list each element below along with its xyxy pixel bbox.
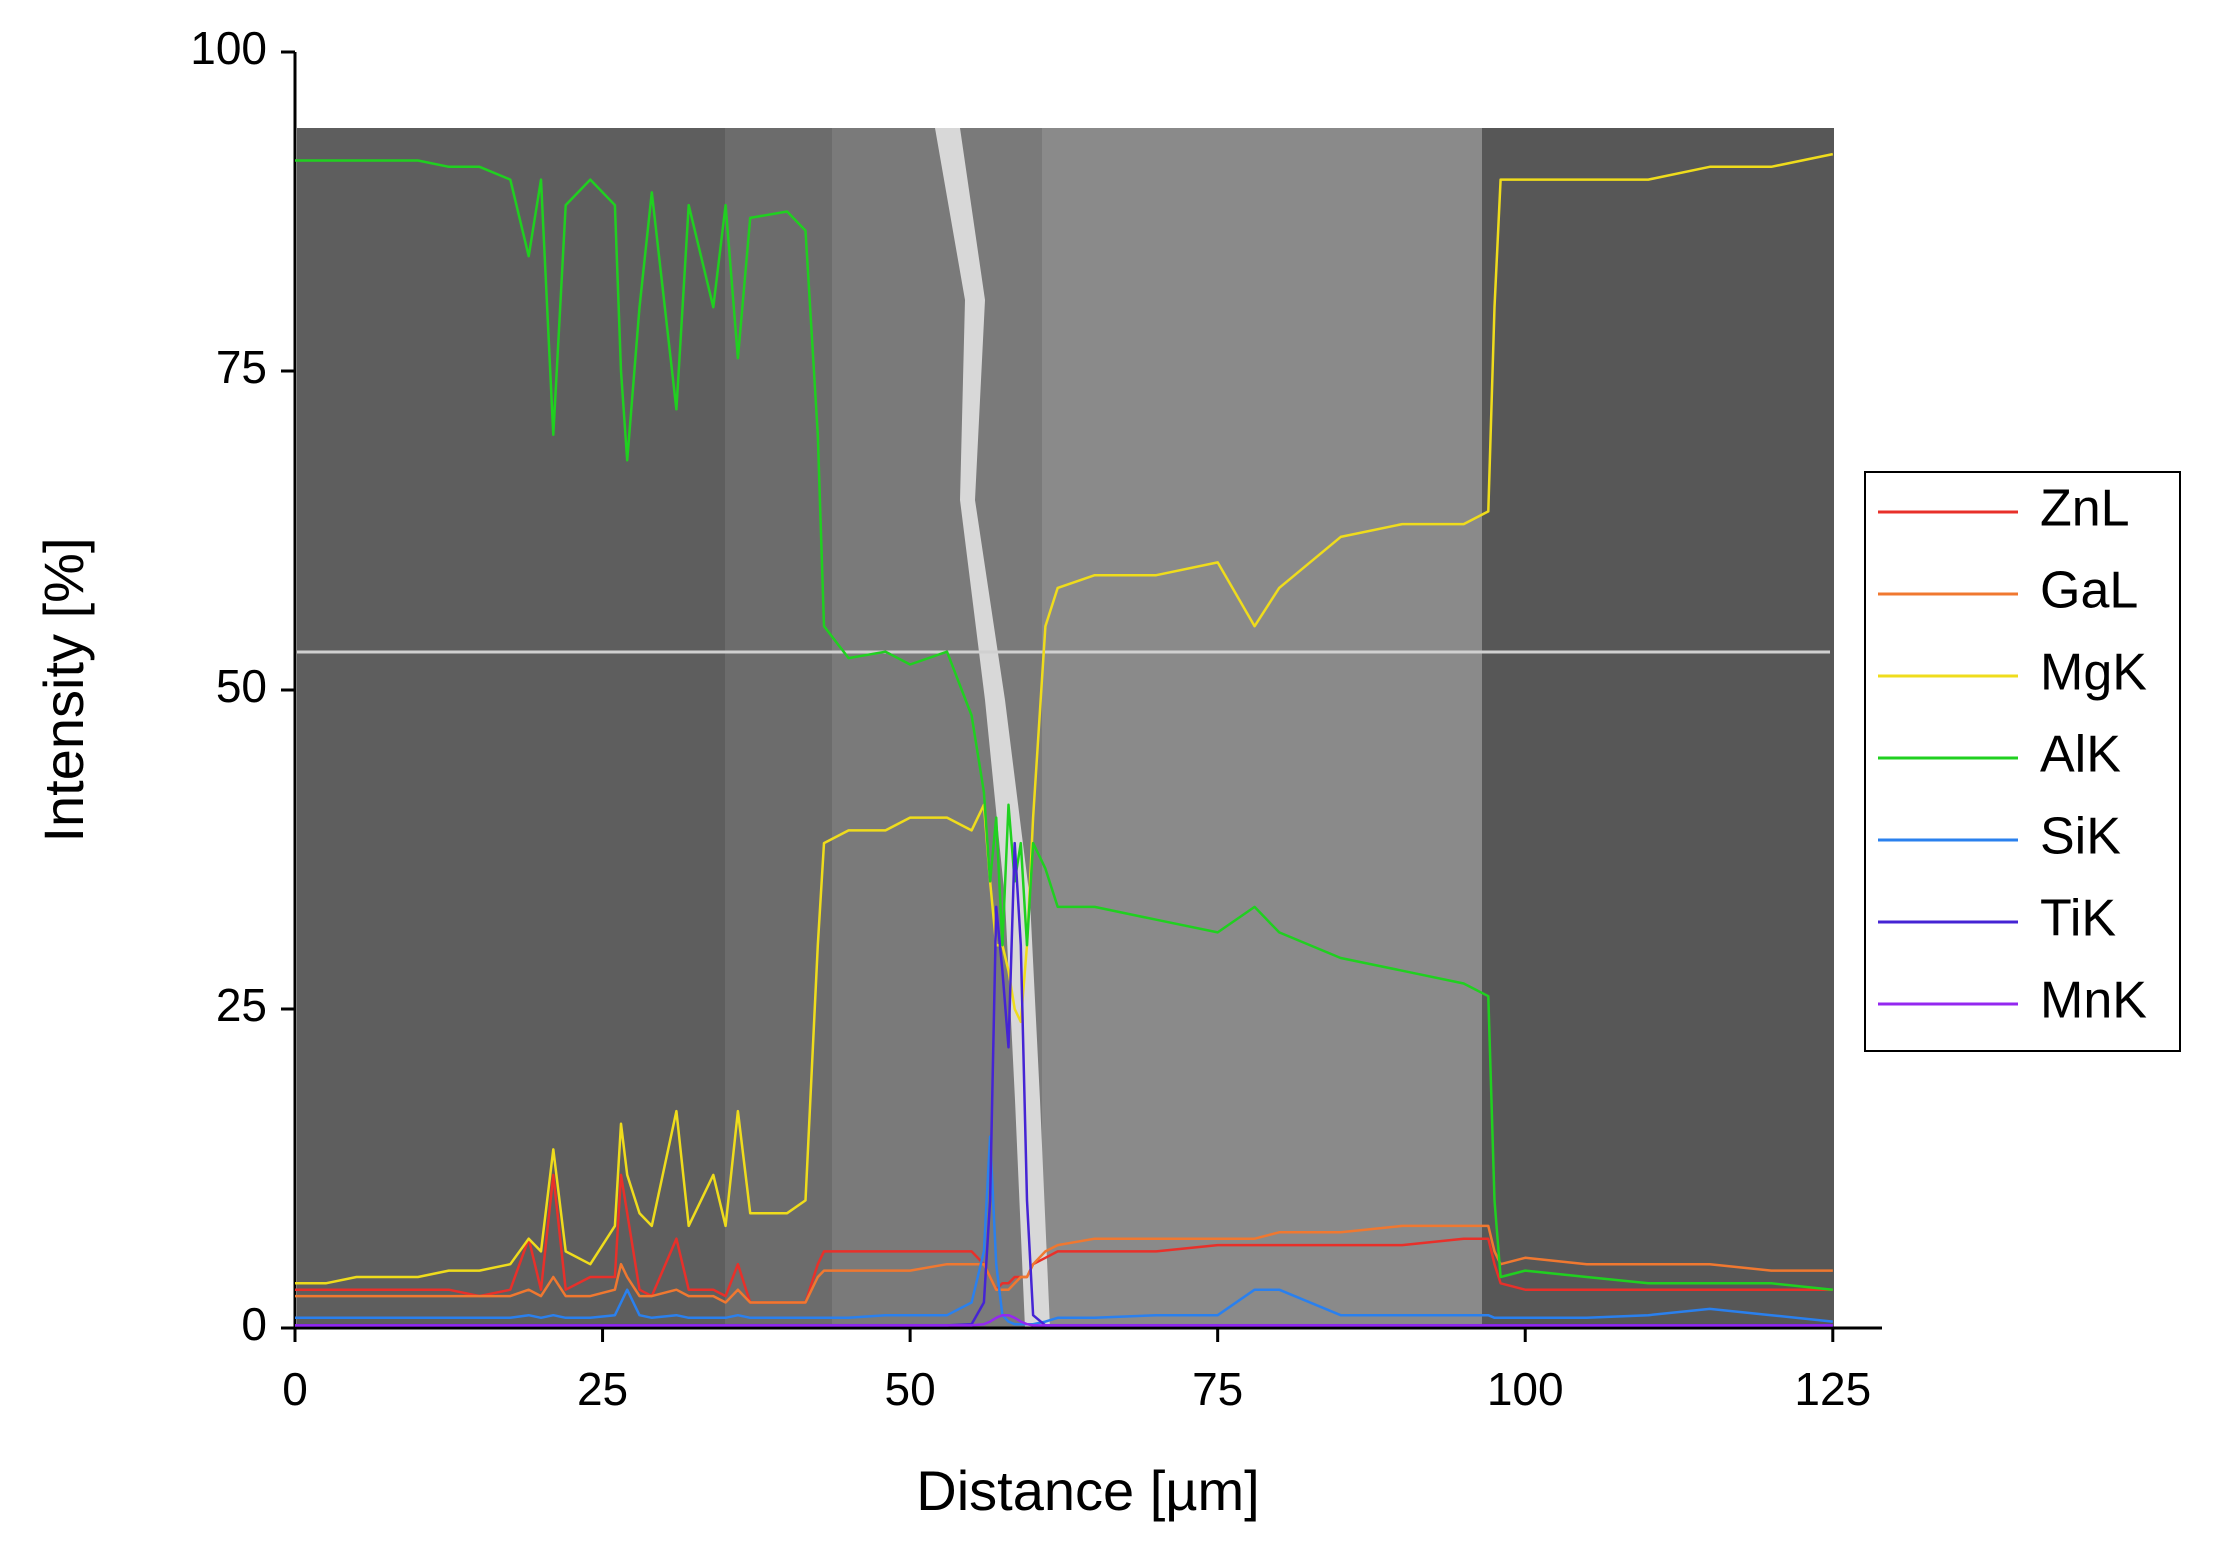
series-line [295, 159, 1833, 1291]
series-line [295, 1224, 1833, 1304]
series-line [295, 152, 1834, 1285]
x-tick-label: 125 [1794, 1363, 1871, 1415]
legend-label: AlK [2040, 726, 2121, 784]
y-axis-title: Intensity [%] [32, 537, 95, 842]
y-tick-label: 100 [190, 22, 267, 74]
legend-label: MgK [2040, 644, 2147, 702]
legend-label: MnK [2040, 972, 2147, 1030]
x-tick-label: 50 [885, 1363, 936, 1415]
legend-label: SiK [2040, 808, 2121, 866]
x-tick-label: 0 [282, 1363, 308, 1415]
legend-label: TiK [2040, 890, 2116, 948]
legend-label: ZnL [2040, 480, 2130, 538]
x-tick-label: 100 [1487, 1363, 1564, 1415]
legend-label: GaL [2040, 562, 2138, 620]
series-line [295, 1173, 1833, 1304]
y-tick-label: 0 [241, 1298, 267, 1350]
series-line [295, 1135, 1833, 1326]
y-tick-label: 75 [216, 341, 267, 393]
x-tick-label: 25 [577, 1363, 628, 1415]
y-tick-label: 50 [216, 660, 267, 712]
x-tick-label: 75 [1192, 1363, 1243, 1415]
sem-background [297, 128, 1834, 1328]
legend [1864, 471, 2181, 1052]
y-tick-label: 25 [216, 979, 267, 1031]
x-axis-title: Distance [µm] [916, 1459, 1259, 1522]
series-line [295, 1313, 1833, 1327]
